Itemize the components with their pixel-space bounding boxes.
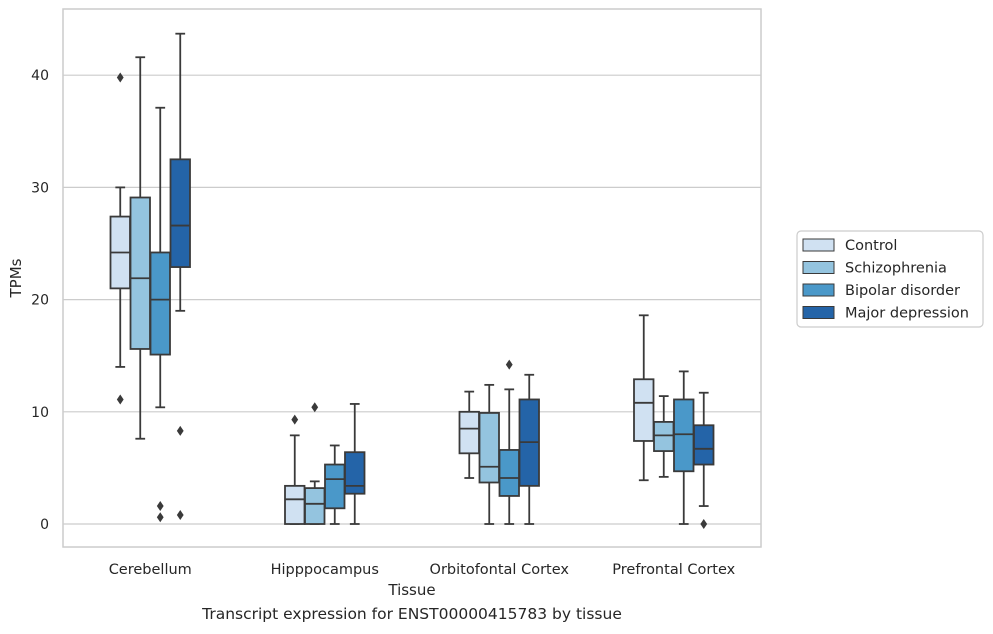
y-tick-label: 20 <box>31 293 49 309</box>
plot-frame <box>62 8 762 548</box>
box-iqr <box>633 378 655 442</box>
y-axis-label: TPMs <box>7 258 25 298</box>
outlier-point <box>176 425 184 436</box>
box-iqr <box>458 410 480 455</box>
box-orbitofontal-cortex-schizophrenia <box>478 383 500 525</box>
outlier-point <box>116 72 124 83</box>
box-iqr <box>693 424 715 466</box>
x-tick-label: Hipppocampus <box>271 562 379 578</box>
outlier-point <box>156 501 164 512</box>
x-axis-label: Tissue <box>387 581 435 599</box>
legend-swatch <box>802 238 835 252</box>
x-tick-label: Prefrontal Cortex <box>612 562 735 578</box>
box-iqr <box>284 484 306 525</box>
box-iqr <box>304 487 326 525</box>
box-hipppocampus-control <box>284 414 306 525</box>
figure-caption: Transcript expression for ENST0000041578… <box>202 605 622 623</box>
box-hipppocampus-major-depression <box>344 403 366 525</box>
box-iqr <box>169 158 191 268</box>
box-cerebellum-bipolar-disorder <box>149 106 171 523</box>
box-iqr <box>324 463 346 510</box>
legend-label: Control <box>845 238 897 254</box>
legend-label: Bipolar disorder <box>845 283 960 299</box>
outlier-point <box>311 402 319 413</box>
y-tick-label: 40 <box>31 68 49 84</box>
x-tick-label: Cerebellum <box>109 562 192 578</box>
box-iqr <box>673 398 695 473</box>
y-tick-label: 10 <box>31 405 49 421</box>
outlier-point <box>700 519 708 529</box>
y-tick-label: 0 <box>40 517 49 533</box>
x-tick-label: Orbitofontal Cortex <box>430 562 570 578</box>
box-hipppocampus-schizophrenia <box>304 402 326 525</box>
legend-swatch <box>802 283 835 297</box>
box-iqr <box>478 412 500 484</box>
box-orbitofontal-cortex-control <box>458 390 480 479</box>
box-iqr <box>149 251 171 356</box>
outlier-point <box>176 510 184 521</box>
outlier-point <box>156 512 164 523</box>
box-cerebellum-major-depression <box>169 32 191 521</box>
box-orbitofontal-cortex-major-depression <box>518 373 540 525</box>
box-prefrontal-cortex-control <box>633 314 655 482</box>
box-hipppocampus-bipolar-disorder <box>324 444 346 525</box>
legend-label: Major depression <box>845 306 969 322</box>
box-iqr <box>344 451 366 495</box>
box-iqr <box>129 196 151 350</box>
box-cerebellum-schizophrenia <box>129 56 151 440</box>
legend: Control Schizophrenia Bipolar disorder Majo… <box>796 230 984 328</box>
box-iqr <box>653 420 675 452</box>
box-prefrontal-cortex-major-depression <box>693 391 715 529</box>
outlier-point <box>505 359 513 370</box>
outlier-point <box>291 414 299 425</box>
box-prefrontal-cortex-schizophrenia <box>653 395 675 478</box>
box-prefrontal-cortex-bipolar-disorder <box>673 370 695 525</box>
legend-frame <box>796 230 984 328</box>
legend-label: Schizophrenia <box>845 261 947 277</box>
legend-swatch <box>802 261 835 274</box>
box-cerebellum-control <box>109 72 131 405</box>
outlier-point <box>116 394 124 405</box>
box-iqr <box>498 449 520 497</box>
y-tick-label: 30 <box>31 180 49 196</box>
box-orbitofontal-cortex-bipolar-disorder <box>498 359 520 525</box>
legend-swatch <box>802 306 835 319</box>
